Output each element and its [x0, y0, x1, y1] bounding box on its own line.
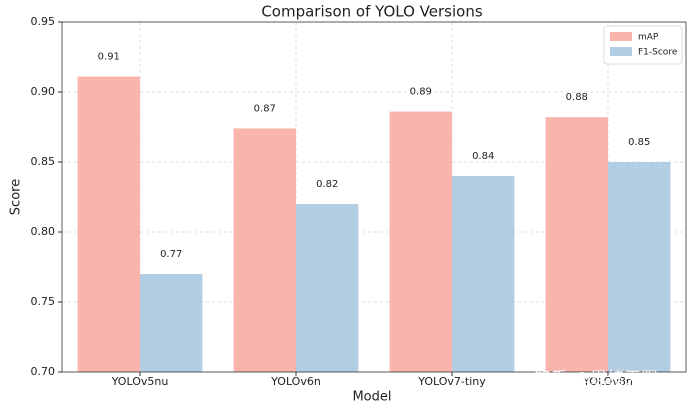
value-label: 0.87	[254, 103, 276, 114]
value-label: 0.89	[410, 87, 432, 98]
x-tick-label: YOLOv5nu	[111, 375, 169, 388]
y-tick-label: 0.85	[31, 155, 56, 168]
bar	[452, 176, 515, 372]
y-axis-label: Score	[9, 179, 24, 215]
value-label: 0.91	[98, 52, 120, 63]
bar	[77, 76, 140, 372]
value-label: 0.88	[566, 92, 588, 103]
plot-frame	[61, 21, 687, 373]
x-axis-label: Model	[352, 390, 391, 405]
chart-title: Comparison of YOLO Versions	[261, 3, 483, 21]
bar	[545, 117, 608, 372]
value-label: 0.84	[472, 151, 494, 162]
bar	[296, 204, 359, 372]
y-tick-label: 0.70	[31, 365, 56, 378]
value-label: 0.77	[160, 249, 182, 260]
x-tick-label: YOLOv7-tiny	[417, 375, 486, 388]
y-tick-label: 0.80	[31, 225, 56, 238]
legend-label: F1-Score	[638, 48, 678, 58]
y-tick-label: 0.75	[31, 295, 56, 308]
y-tick-label: 0.95	[31, 15, 56, 28]
bar	[389, 111, 452, 372]
x-tick-label: YOLOv8n	[582, 375, 633, 388]
value-label: 0.82	[316, 179, 338, 190]
legend-swatch	[610, 32, 632, 41]
value-label: 0.85	[628, 137, 650, 148]
bar	[233, 128, 296, 372]
x-tick-label: YOLOv6n	[270, 375, 321, 388]
legend-label: mAP	[638, 33, 659, 43]
bar	[140, 274, 203, 372]
bar	[608, 162, 671, 372]
watermark: 知乎 @思绪无限	[534, 369, 658, 389]
y-tick-label: 0.90	[31, 85, 56, 98]
legend-swatch	[610, 47, 632, 56]
